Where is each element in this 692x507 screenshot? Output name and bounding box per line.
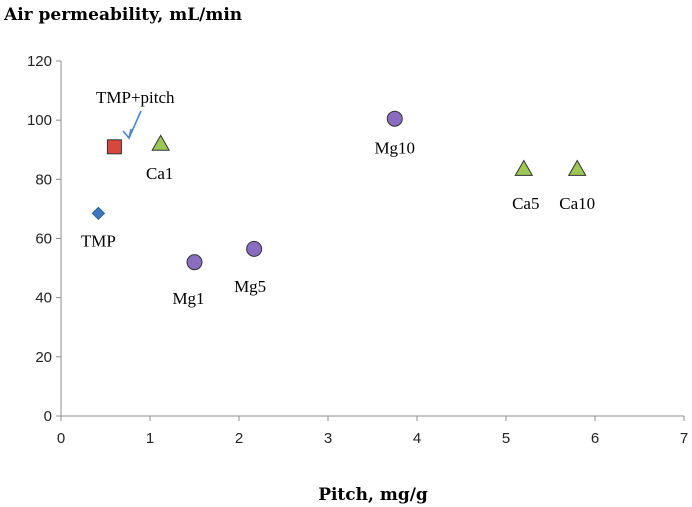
data-points: [91, 110, 587, 271]
x-tick-label: 1: [146, 430, 154, 447]
x-tick-label: 6: [591, 430, 599, 447]
x-tick-label: 7: [680, 430, 688, 447]
annotation-text: TMP+pitch: [96, 88, 175, 107]
point-mg1: [186, 254, 203, 271]
point-mg5: [246, 240, 263, 257]
x-tick-label: 5: [502, 430, 510, 447]
label-ca1: Ca1: [146, 164, 173, 183]
y-tick-label: 80: [35, 171, 52, 188]
point-mg10: [386, 110, 403, 127]
label-ca5: Ca5: [512, 194, 539, 213]
point-ca1: [151, 134, 171, 151]
annotation-arrow-shaft: [128, 110, 142, 139]
axes: [60, 61, 684, 417]
x-tick-label: 4: [413, 430, 421, 447]
point-ca10: [567, 159, 587, 176]
y-tick-label: 0: [44, 408, 52, 425]
label-tmp: TMP: [81, 231, 116, 250]
label-mg5: Mg5: [234, 277, 266, 296]
x-tick-label: 0: [57, 430, 65, 447]
point-tmp: [91, 206, 106, 221]
chart-title: Air permeability, mL/min: [3, 5, 242, 25]
x-axis-label: Pitch, mg/g: [318, 485, 428, 505]
label-mg10: Mg10: [374, 139, 415, 158]
y-tick-label: 100: [27, 112, 52, 129]
y-tick-label: 120: [27, 53, 52, 70]
point-tmp-pitch: [106, 139, 122, 155]
x-tick-label: 3: [324, 430, 332, 447]
data-labels: TMP Ca1 Mg1 Mg5 Mg10 Ca5 Ca10: [81, 139, 595, 308]
y-tick-label: 20: [35, 349, 52, 366]
point-ca5: [514, 159, 534, 176]
label-mg1: Mg1: [172, 289, 204, 308]
annotation-arrow-head: [122, 128, 132, 140]
label-ca10: Ca10: [559, 194, 595, 213]
x-tick-label: 2: [235, 430, 243, 447]
x-ticks: 0 1 2 3 4 5 6 7: [57, 416, 688, 447]
annotation: TMP+pitch: [96, 88, 175, 140]
y-ticks: 0 20 40 60 80 100 120: [27, 53, 61, 425]
y-tick-label: 60: [35, 231, 52, 248]
y-tick-label: 40: [35, 290, 52, 307]
